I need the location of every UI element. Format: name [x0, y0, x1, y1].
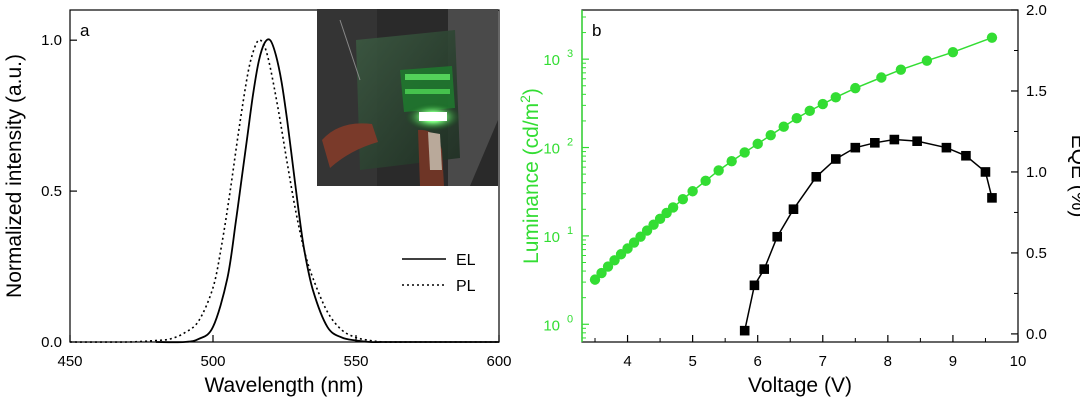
eqe-point [889, 134, 900, 145]
y-tick-label: 1.0 [41, 32, 62, 49]
luminance-point [635, 231, 646, 242]
y-axis-left-label-close: ) [520, 88, 543, 95]
eqe-point [749, 280, 760, 291]
y-left-tick-exponent: 0 [567, 313, 573, 325]
luminance-point [895, 64, 907, 75]
y-axis-left-label-text: Luminance (cd/m [520, 103, 543, 264]
y-left-tick-label: 10 [543, 317, 560, 334]
eqe-point [788, 204, 799, 214]
plot-series [589, 32, 998, 336]
y-axis-right: 0.0 0.5 1.0 1.5 2.0 [1011, 2, 1047, 343]
luminance-point [850, 82, 861, 94]
y-right-tick-label: 0.0 [1026, 326, 1047, 343]
x-tick-label: 10 [1010, 353, 1027, 370]
panel-a: a 450 500 550 600 0.0 0.5 1.0 Wavelength (nm)… [3, 9, 512, 397]
x-tick-label: 600 [486, 353, 511, 370]
series-line-pl [69, 39, 499, 343]
x-tick-label: 8 [884, 353, 892, 370]
legend-el-label: EL [456, 252, 476, 269]
luminance-point [791, 112, 802, 124]
y-right-tick-label: 1.5 [1026, 83, 1047, 100]
luminance-point [713, 165, 724, 176]
luminance-point [947, 46, 959, 58]
eqe-point [811, 172, 822, 182]
luminance-point [830, 92, 841, 103]
series-line-luminance [594, 36, 993, 281]
luminance-point [602, 261, 614, 272]
x-tick-label: 4 [623, 353, 631, 370]
panel-label: b [592, 21, 601, 40]
luminance-point [700, 175, 711, 187]
y-left-tick-exponent: 1 [567, 225, 573, 237]
y-right-tick-label: 1.0 [1026, 164, 1047, 181]
y-axis-left: 10 0 10 1 10 2 10 3 [543, 10, 589, 342]
y-axis-left-label: Luminance (cd/m2) [517, 88, 543, 264]
x-tick-label: 9 [949, 353, 957, 370]
x-tick-label: 550 [343, 353, 368, 370]
y-right-tick-label: 0.5 [1026, 245, 1047, 262]
x-tick-label: 450 [57, 353, 82, 370]
luminance-point [596, 267, 607, 279]
y-left-tick-label: 10 [543, 141, 560, 158]
x-axis: 4 5 6 7 8 9 10 [594, 335, 1027, 370]
luminance-point [667, 202, 679, 213]
eqe-point [980, 167, 991, 177]
x-tick-label: 500 [200, 353, 225, 370]
luminance-point [876, 72, 887, 83]
x-axis: 450 500 550 600 [57, 335, 512, 370]
y-left-tick-label: 10 [543, 52, 560, 69]
eqe-point [870, 138, 880, 148]
x-tick-label: 5 [688, 353, 696, 370]
eqe-point [759, 264, 770, 274]
luminance-point [677, 194, 689, 205]
y-axis: 0.0 0.5 1.0 [41, 32, 77, 351]
y-axis-left-label-sup: 2 [517, 95, 533, 103]
y-left-tick-exponent: 2 [567, 137, 573, 149]
eqe-point [941, 142, 952, 153]
y-tick-label: 0.0 [41, 334, 62, 351]
eqe-point [739, 325, 750, 336]
eqe-point [830, 154, 841, 164]
x-axis-label: Voltage (V) [748, 374, 852, 397]
eqe-point [961, 150, 971, 161]
luminance-point [804, 105, 815, 117]
y-left-tick-label: 10 [543, 229, 560, 246]
luminance-point [589, 274, 601, 285]
luminance-point [921, 55, 933, 66]
panel-label: a [80, 21, 90, 40]
y-left-tick-exponent: 3 [567, 48, 573, 60]
x-axis-label: Wavelength (nm) [204, 374, 363, 397]
luminance-point [778, 121, 789, 132]
y-tick-label: 0.5 [41, 183, 62, 200]
device-photo-inset [317, 9, 498, 186]
y-axis-right-label: EQE (%) [1067, 135, 1080, 218]
legend: EL PL [402, 252, 476, 295]
y-right-tick-label: 2.0 [1026, 2, 1047, 19]
x-tick-label: 6 [754, 353, 762, 370]
eqe-point [772, 231, 783, 242]
legend-pl-label: PL [456, 278, 476, 295]
y-axis-label: Normalized intensity (a.u.) [3, 54, 26, 298]
luminance-point [726, 156, 737, 167]
luminance-point [739, 147, 750, 158]
plot-frame [69, 9, 500, 343]
luminance-point [752, 138, 763, 150]
plot-lines [69, 38, 499, 344]
eqe-point [850, 142, 861, 153]
luminance-point [817, 98, 828, 110]
eqe-point [912, 136, 922, 146]
x-tick-label: 7 [819, 353, 827, 370]
plot-frame [581, 9, 1019, 343]
eqe-point [987, 193, 997, 203]
luminance-point [765, 129, 776, 141]
luminance-point [687, 186, 698, 197]
luminance-point [986, 32, 998, 43]
